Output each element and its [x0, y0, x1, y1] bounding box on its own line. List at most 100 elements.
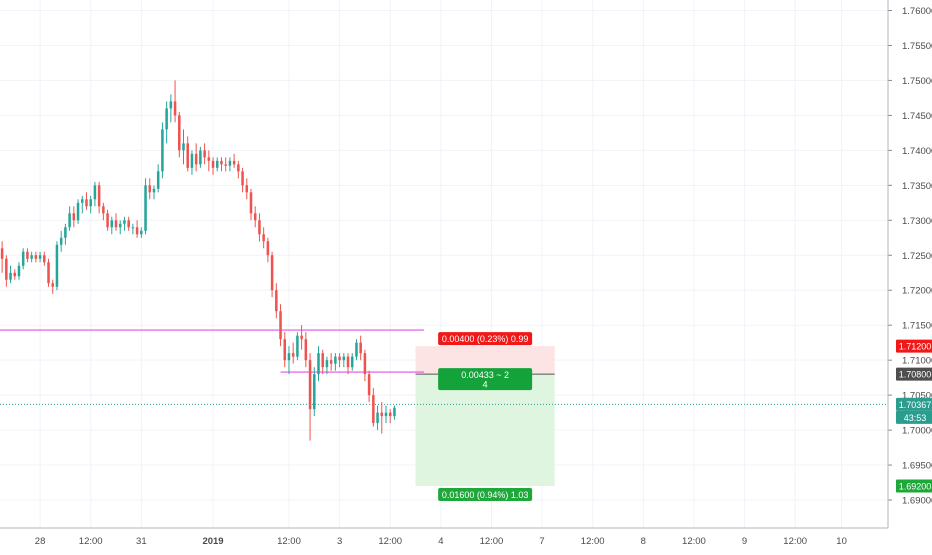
candle-body — [321, 353, 324, 368]
candle-body — [114, 220, 118, 228]
y-tick-label: 1.75000 — [902, 76, 932, 87]
candle-body — [173, 101, 177, 116]
x-tick-label: 12:00 — [480, 536, 504, 547]
y-tick-label: 1.72500 — [902, 251, 932, 262]
candle-body — [211, 160, 215, 168]
candle-body — [127, 220, 130, 228]
candle-body — [186, 143, 189, 168]
countdown-tag — [896, 410, 932, 424]
y-tick-label: 1.76000 — [902, 6, 932, 17]
stop-label-box — [438, 332, 533, 346]
y-tick-label: 1.72000 — [902, 286, 932, 297]
candle-body — [135, 227, 139, 235]
candle-body — [287, 353, 291, 361]
candle-body — [270, 255, 274, 291]
current-price-tag — [896, 397, 932, 411]
candle-body — [68, 213, 71, 228]
x-tick-label: 12:00 — [783, 536, 807, 547]
candle-body — [372, 395, 375, 424]
candle-body — [178, 115, 181, 151]
y-tick-label: 1.73000 — [902, 216, 932, 227]
candle-body — [367, 374, 371, 396]
stop-price-tag-text: 1.71200 — [899, 342, 932, 352]
candle-body — [220, 160, 223, 165]
candle-body — [237, 164, 240, 172]
candle-body — [363, 353, 367, 375]
candle-body — [156, 171, 160, 189]
candle-body — [30, 255, 33, 259]
candle-body — [64, 227, 67, 238]
x-tick-label: 12:00 — [581, 536, 605, 547]
candle-body — [384, 412, 388, 417]
entry-label-text: 4 — [483, 380, 488, 390]
candle-body — [224, 164, 227, 166]
candle-body — [376, 412, 379, 424]
candle-body — [253, 213, 257, 221]
candle-body — [17, 265, 21, 277]
y-tick-label: 1.75500 — [902, 41, 932, 52]
candle-body — [190, 153, 194, 168]
candle-body — [89, 199, 92, 207]
candle-body — [80, 199, 84, 203]
target-price-tag-text: 1.69200 — [899, 482, 932, 492]
candle-body — [334, 356, 337, 364]
candle-body — [329, 360, 333, 364]
y-tick-label: 1.74500 — [902, 111, 932, 122]
candle-body — [21, 251, 25, 266]
candle-body — [123, 220, 126, 224]
candle-body — [85, 199, 88, 207]
candle-body — [279, 311, 282, 340]
candle-body — [72, 213, 76, 221]
candle-body — [118, 223, 122, 228]
candle-body — [275, 290, 278, 312]
candle-body — [13, 272, 17, 277]
x-tick-label: 4 — [438, 536, 443, 547]
entry-price-tag-text: 1.70800 — [899, 370, 932, 380]
candle-body — [245, 185, 249, 193]
x-tick-label: 7 — [539, 536, 544, 547]
candle-body — [241, 171, 244, 186]
x-tick-label: 10 — [836, 536, 847, 547]
candles — [0, 80, 396, 441]
x-tick-label: 12:00 — [79, 536, 103, 547]
candle-body — [43, 255, 46, 263]
y-tick-label: 1.73500 — [902, 181, 932, 192]
candle-body — [300, 335, 303, 340]
target-price-tag — [896, 479, 932, 493]
candle-body — [47, 262, 50, 284]
y-tick-label: 1.70000 — [902, 426, 932, 437]
candle-body — [131, 227, 135, 229]
y-tick-label: 1.71500 — [902, 321, 932, 332]
candle-body — [317, 353, 320, 375]
take-profit-zone — [415, 374, 555, 487]
candle-body — [0, 248, 4, 259]
candle-body — [199, 150, 202, 165]
y-tick-label: 1.69000 — [902, 496, 932, 507]
candle-body — [291, 353, 295, 357]
target-label-text: 0.01600 (0.94%) 1.03 — [442, 490, 529, 500]
position-labels: 0.00400 (0.23%) 0.99 0.00433 ~ 24 0.01600 … — [438, 332, 533, 502]
candle-body — [110, 220, 114, 228]
x-tick-label: 2019 — [202, 536, 223, 547]
candle-body — [232, 160, 236, 165]
stop-price-tag — [896, 339, 932, 353]
position-zones — [415, 346, 555, 487]
x-tick-label: 3 — [337, 536, 342, 547]
candle-body — [97, 185, 101, 207]
candle-body — [304, 339, 308, 361]
y-tick-label: 1.71000 — [902, 356, 932, 367]
candle-body — [106, 213, 109, 228]
y-tick-label: 1.74000 — [902, 146, 932, 157]
candle-body — [313, 374, 316, 410]
candle-body — [338, 356, 341, 361]
candle-body — [325, 360, 329, 368]
candle-body — [9, 272, 12, 280]
candle-body — [346, 356, 350, 368]
stop-label-text: 0.00400 (0.23%) 0.99 — [442, 334, 529, 344]
candle-body — [182, 143, 185, 151]
entry-label-box — [438, 368, 533, 391]
candle-body — [51, 283, 54, 287]
